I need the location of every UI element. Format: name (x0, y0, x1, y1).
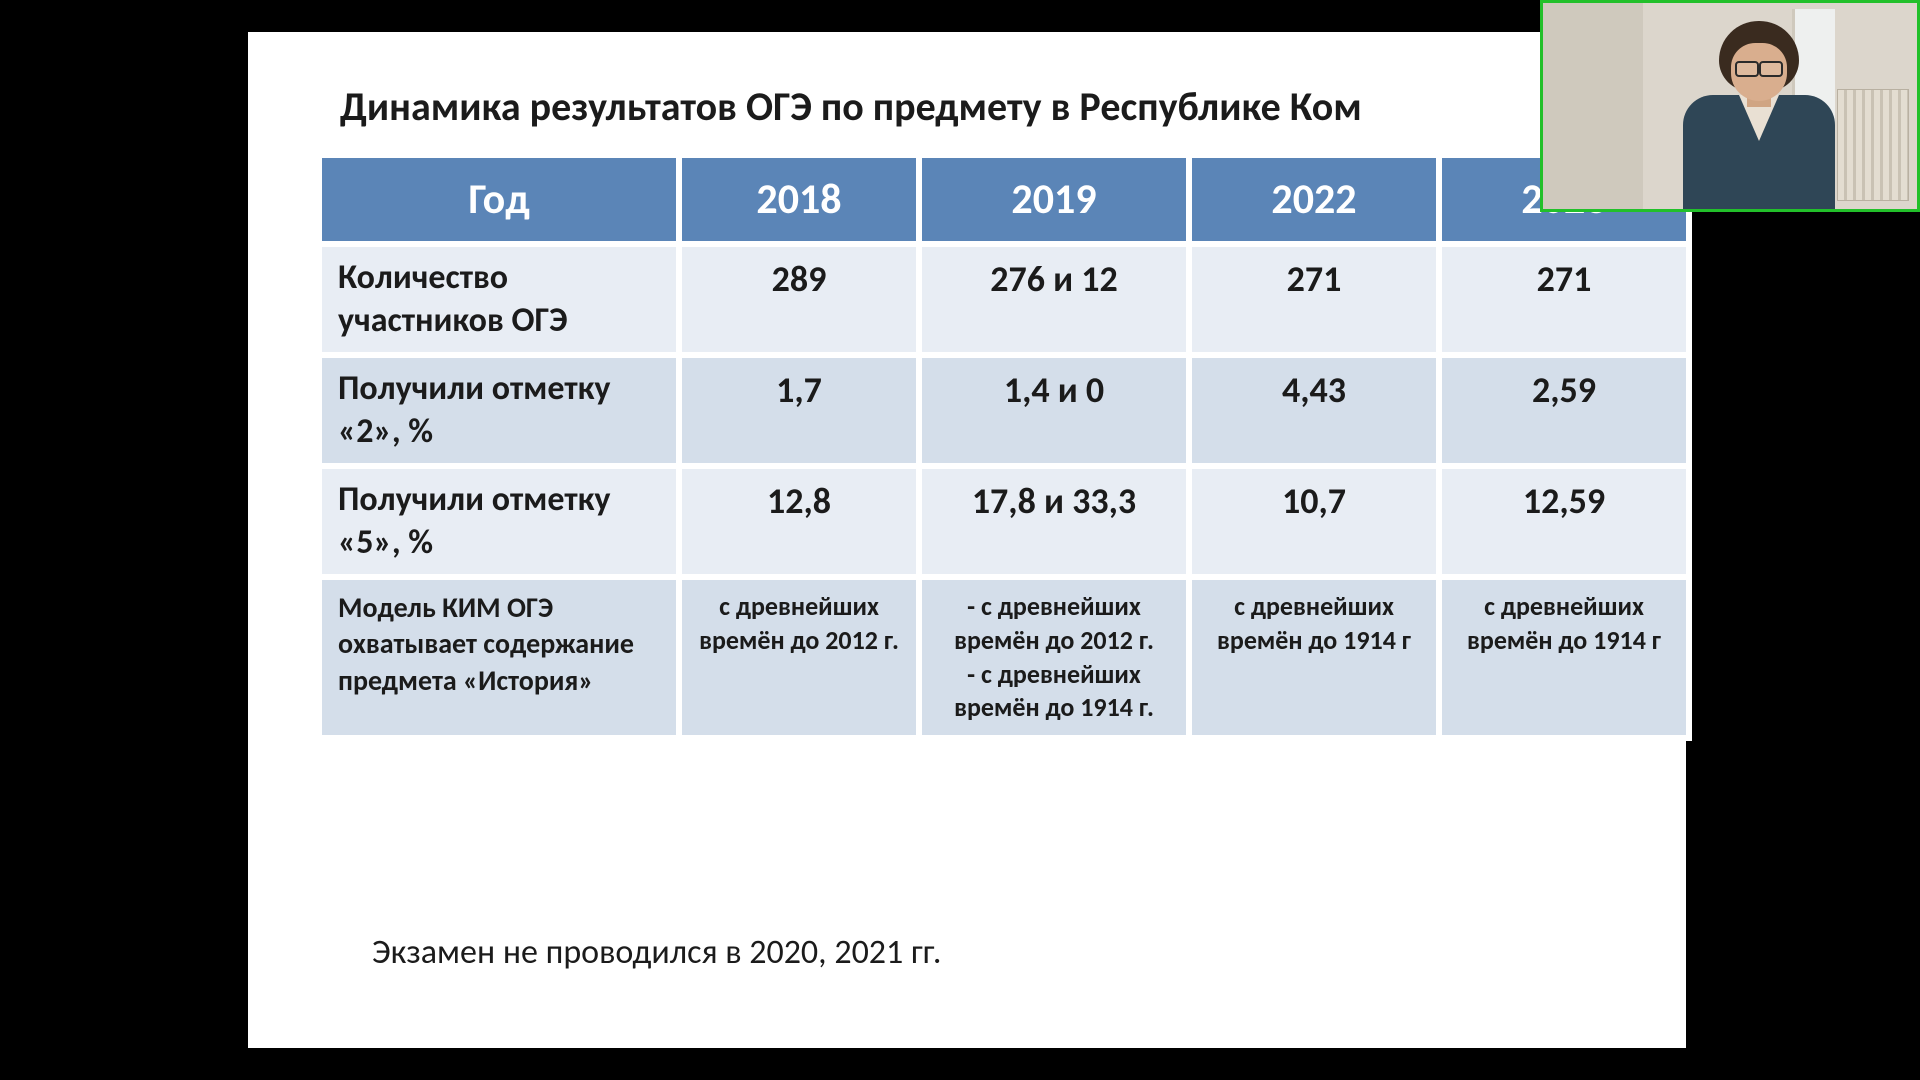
presenter-webcam-thumbnail[interactable] (1540, 0, 1920, 212)
row-value: с древнейших времён до 2012 г. (679, 577, 919, 738)
letterbox-bottom (0, 1048, 1920, 1080)
webcam-person-icon (1673, 21, 1843, 211)
row-value: 4,43 (1189, 355, 1439, 466)
table-header-year-2: 2022 (1189, 155, 1439, 244)
row-value: 12,59 (1439, 466, 1689, 577)
row-value: 10,7 (1189, 466, 1439, 577)
table-row: Получили отметку «2», % 1,7 1,4 и 0 4,43… (319, 355, 1689, 466)
row-value: 12,8 (679, 466, 919, 577)
row-value: 1,4 и 0 (919, 355, 1189, 466)
table-row: Количество участников ОГЭ 289 276 и 12 2… (319, 244, 1689, 355)
results-table: Год 2018 2019 2022 2023 Количество участ… (316, 152, 1692, 741)
row-value: 271 (1439, 244, 1689, 355)
table-header-year-0: 2018 (679, 155, 919, 244)
webcam-bg-radiator (1837, 89, 1909, 201)
webcam-bg-wall (1543, 3, 1643, 209)
row-value: 289 (679, 244, 919, 355)
row-label: Получили отметку «5», % (319, 466, 679, 577)
row-value: 1,7 (679, 355, 919, 466)
row-label: Модель КИМ ОГЭ охватывает содержание пре… (319, 577, 679, 738)
row-value: 276 и 12 (919, 244, 1189, 355)
table-row: Модель КИМ ОГЭ охватывает содержание пре… (319, 577, 1689, 738)
slide-title: Динамика результатов ОГЭ по предмету в Р… (340, 82, 1362, 131)
slide: Динамика результатов ОГЭ по предмету в Р… (248, 32, 1686, 1048)
table-header-year-1: 2019 (919, 155, 1189, 244)
row-label: Получили отметку «2», % (319, 355, 679, 466)
slide-footnote: Экзамен не проводился в 2020, 2021 гг. (372, 932, 942, 973)
row-value: с древнейших времён до 1914 г (1439, 577, 1689, 738)
row-value: с древнейших времён до 1914 г (1189, 577, 1439, 738)
row-value: 2,59 (1439, 355, 1689, 466)
table-header-row: Год 2018 2019 2022 2023 (319, 155, 1689, 244)
row-value: 271 (1189, 244, 1439, 355)
table-header-year-label: Год (319, 155, 679, 244)
table-row: Получили отметку «5», % 12,8 17,8 и 33,3… (319, 466, 1689, 577)
row-value: - с древнейших времён до 2012 г. - с дре… (919, 577, 1189, 738)
row-value: 17,8 и 33,3 (919, 466, 1189, 577)
row-label: Количество участников ОГЭ (319, 244, 679, 355)
